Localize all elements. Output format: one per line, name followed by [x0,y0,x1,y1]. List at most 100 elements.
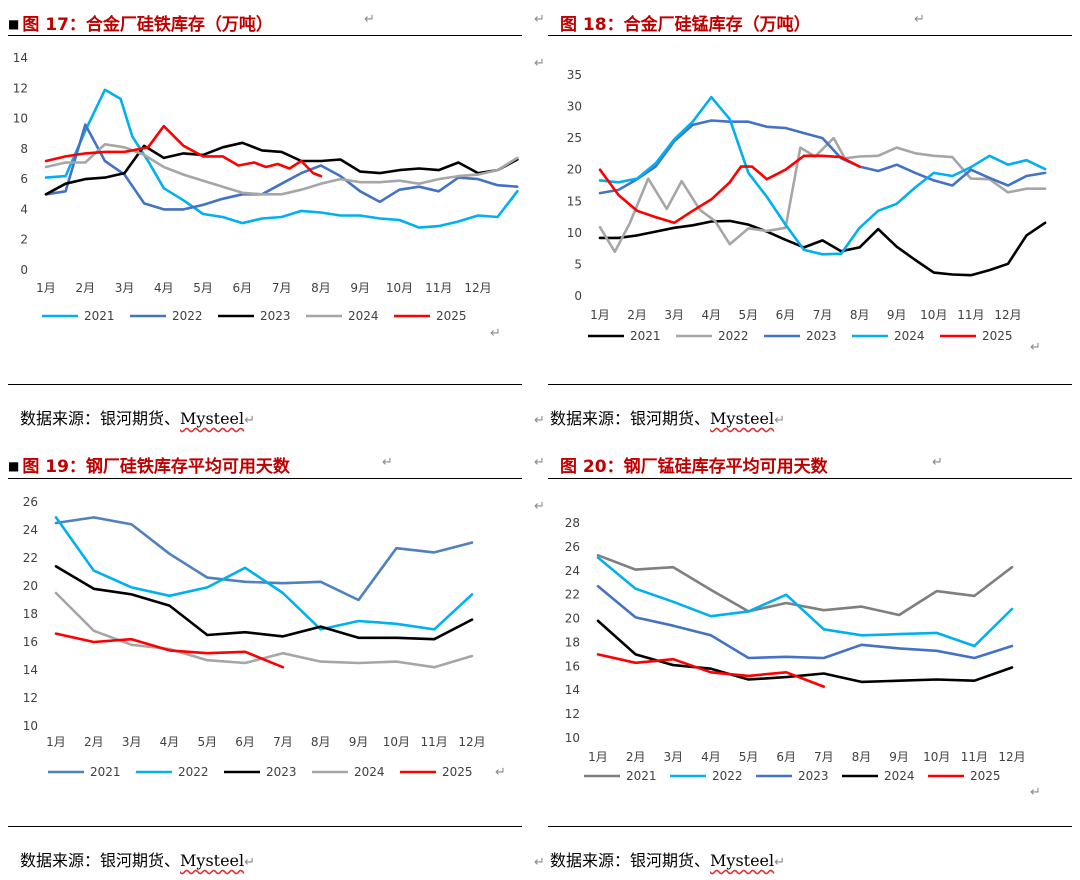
figure-20-title-text: 图 20：钢厂锰硅库存平均可用天数 [560,457,828,477]
x-tick-label: 5月 [193,281,213,295]
figure-19-title: ■ 图 19：钢厂硅铁库存平均可用天数 [8,452,290,477]
return-mark: ↵ [534,12,545,27]
return-mark: ↵ [774,413,786,428]
source-brand: Mysteel [710,409,775,428]
legend-label: 2021 [630,329,661,343]
series-line-2024 [598,95,1047,256]
top-rule [548,478,1072,479]
x-tick-label: 11月 [961,750,988,764]
legend-label: 2023 [260,309,291,323]
y-tick-label: 10 [13,112,28,126]
source-prefix: 数据来源：银河期货、 [550,851,711,870]
legend-label: 2021 [84,309,115,323]
legend-label: 2024 [894,329,925,343]
x-tick-label: 9月 [889,750,909,764]
legend-label: 2025 [982,329,1013,343]
y-tick-label: 35 [567,68,582,82]
series-line-2024 [54,591,474,669]
y-tick-label: 12 [23,691,38,705]
bottom-rule [548,826,1072,827]
figure-17-title: ■ 图 17：合金厂硅铁库存（万吨） [8,10,273,35]
x-tick-label: 5月 [739,750,759,764]
return-mark: ↵ [932,455,943,470]
y-tick-label: 20 [23,579,38,593]
series-line-2024 [596,619,1014,684]
return-mark: ↵ [364,12,375,27]
y-tick-label: 14 [13,51,28,65]
x-tick-label: 4月 [160,735,180,749]
x-tick-label: 5月 [739,308,759,322]
x-tick-label: 12月 [994,308,1021,322]
legend-label: 2021 [626,769,657,783]
x-tick-label: 6月 [235,735,255,749]
x-tick-label: 6月 [776,750,796,764]
legend-label: 2023 [798,769,829,783]
series-line-2021 [44,88,519,229]
y-tick-label: 0 [574,289,582,303]
series-line-2025 [596,653,826,688]
x-tick-label: 11月 [425,281,452,295]
y-tick-label: 5 [574,257,582,271]
y-tick-label: 26 [23,495,38,509]
chart-fig17: 0 2 4 6 8 10 12 14 1月 2月 3月 4月 5月 6月 7月 8月 9月 10月 11月 12月 20… [13,51,519,323]
y-tick-label: 8 [20,142,28,156]
x-tick-label: 8月 [311,281,331,295]
y-tick-label: 28 [565,516,580,530]
x-tick-label: 9月 [887,308,907,322]
legend-label: 2023 [266,765,297,779]
series-line-2022 [54,516,474,631]
x-tick-label: 3月 [664,308,684,322]
legend-label: 2025 [442,765,473,779]
x-tick-label: 1月 [36,281,56,295]
source-note: ↵ 数据来源：银河期货、Mysteel↵ [534,847,785,871]
return-mark: ↵ [774,855,786,870]
legend-label: 2021 [90,765,121,779]
x-tick-label: 3月 [115,281,135,295]
x-tick-label: 6月 [233,281,253,295]
y-tick-label: 26 [565,540,580,554]
x-tick-label: 8月 [850,308,870,322]
x-tick-label: 12月 [458,735,485,749]
y-tick-label: 18 [565,635,580,649]
series-line-2025 [54,632,285,669]
figure-19-title-text: 图 19：钢厂硅铁库存平均可用天数 [22,457,290,477]
return-mark: ↵ [1030,340,1041,355]
return-mark: ↵ [534,413,545,428]
series-line-2021 [598,219,1047,277]
legend-label: 2022 [718,329,749,343]
x-tick-label: 2月 [84,735,104,749]
source-note: 数据来源：银河期货、Mysteel↵ [20,847,255,871]
source-brand: Mysteel [710,851,775,870]
legend-label: 2022 [178,765,209,779]
y-tick-label: 16 [23,635,38,649]
y-tick-label: 14 [565,683,580,697]
source-prefix: 数据来源：银河期货、 [550,409,711,428]
x-tick-label: 8月 [852,750,872,764]
series-line-2023 [44,141,519,196]
y-tick-label: 20 [567,163,582,177]
y-tick-label: 10 [565,731,580,745]
return-mark: ↵ [382,455,393,470]
x-tick-label: 12月 [998,750,1025,764]
legend-label: 2025 [436,309,467,323]
series-line-2022 [44,123,519,211]
y-tick-label: 20 [565,612,580,626]
y-tick-label: 0 [20,263,28,277]
figure-17-title-text: 图 17：合金厂硅铁库存（万吨） [22,15,273,35]
x-tick-label: 7月 [813,308,833,322]
x-tick-label: 4月 [701,750,721,764]
return-mark: ↵ [244,413,256,428]
x-tick-label: 8月 [311,735,331,749]
series-line-2021 [54,516,474,602]
y-tick-label: 30 [567,100,582,114]
x-tick-label: 10月 [923,750,950,764]
x-tick-label: 1月 [46,735,66,749]
x-tick-label: 6月 [776,308,796,322]
source-prefix: 数据来源：银河期货、 [20,409,181,428]
figure-18-title-text: 图 18：合金厂硅锰库存（万吨） [560,15,811,35]
x-tick-label: 2月 [626,750,646,764]
y-tick-label: 24 [23,523,38,537]
x-tick-label: 12月 [464,281,491,295]
